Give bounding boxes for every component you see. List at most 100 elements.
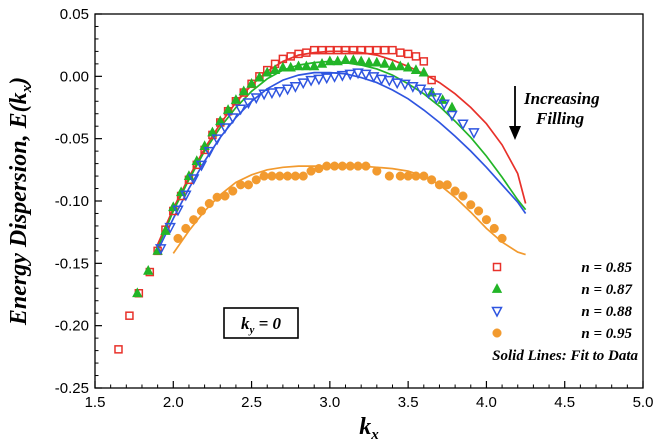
data-point-series-3 (457, 119, 469, 131)
data-point-series-4 (497, 233, 507, 243)
data-point-series-3 (414, 84, 427, 96)
data-point-series-4 (251, 175, 261, 185)
legend-label: n = 0.95 (581, 326, 632, 342)
data-point-series-3 (407, 82, 419, 93)
data-point-series-1 (349, 45, 358, 55)
data-point-series-4 (458, 191, 468, 201)
x-tick-label: 3.5 (398, 394, 419, 411)
filling-arrow-head (509, 126, 521, 140)
legend-marker (492, 262, 502, 272)
data-point-series-4 (450, 186, 460, 196)
data-point-series-1 (341, 45, 350, 55)
x-tick-label: 5.0 (633, 394, 654, 411)
data-point-series-1 (419, 57, 429, 66)
legend-marker (492, 328, 502, 338)
data-point-series-4 (196, 206, 207, 216)
data-point-series-1 (302, 48, 311, 57)
data-point-series-4 (212, 192, 222, 202)
data-point-series-2 (379, 58, 390, 68)
data-point-series-3 (391, 78, 403, 90)
data-point-series-1 (286, 52, 295, 61)
data-point-series-4 (372, 166, 382, 176)
data-point-series-1 (396, 48, 405, 57)
x-tick-label: 4.5 (554, 394, 575, 411)
data-point-series-2 (363, 56, 375, 67)
data-point-series-4 (306, 166, 316, 176)
data-point-series-3 (305, 75, 317, 87)
data-point-series-3 (313, 74, 325, 86)
x-tick-label: 4.0 (476, 394, 497, 411)
data-point-series-2 (395, 60, 406, 71)
data-point-series-4 (489, 223, 499, 233)
x-tick-label: 1.5 (85, 394, 106, 411)
data-point-series-4 (220, 191, 230, 201)
data-point-series-3 (258, 89, 270, 101)
data-point-series-3 (383, 75, 396, 87)
data-point-series-4 (189, 215, 199, 225)
data-point-series-2 (332, 55, 343, 66)
legend-label: n = 0.85 (581, 260, 632, 276)
data-markers (114, 45, 507, 354)
axis-ticks (94, 13, 644, 389)
data-point-series-4 (283, 171, 293, 181)
data-point-series-4 (181, 223, 191, 233)
data-point-series-3 (172, 205, 184, 217)
data-point-series-3 (438, 99, 450, 111)
data-point-series-4 (403, 171, 413, 181)
data-point-series-3 (195, 160, 208, 172)
data-point-series-4 (434, 180, 445, 190)
data-point-series-3 (367, 72, 380, 83)
data-point-series-3 (250, 93, 263, 105)
data-point-series-4 (427, 175, 437, 185)
y-tick-labels: -0.25 -0.20 -0.15 -0.10 -0.05 0.00 0.05 (55, 6, 89, 397)
data-point-series-1 (294, 49, 303, 59)
data-point-series-2 (324, 55, 336, 66)
legend-marker (491, 306, 503, 318)
data-point-series-3 (446, 110, 458, 122)
data-point-series-2 (285, 61, 296, 72)
data-point-series-4 (267, 171, 277, 181)
data-point-series-3 (242, 98, 255, 110)
data-point-series-1 (333, 45, 342, 55)
legend-label: n = 0.88 (581, 304, 632, 320)
data-point-series-4 (474, 206, 484, 216)
data-point-series-3 (328, 72, 341, 83)
x-tick-labels: 1.5 2.0 2.5 3.0 3.5 4.0 4.5 5.0 (85, 394, 654, 411)
data-point-series-1 (364, 45, 374, 55)
data-point-series-4 (228, 186, 238, 196)
data-point-series-4 (236, 180, 246, 190)
data-point-series-3 (227, 113, 239, 125)
annotation-increasing: Increasing (523, 89, 600, 108)
legend: n = 0.85 n = 0.87 n = 0.88 n = 0.95 (491, 260, 632, 342)
data-point-series-3 (297, 78, 309, 90)
data-point-series-3 (320, 73, 333, 85)
data-point-series-4 (411, 171, 421, 181)
data-point-series-3 (344, 69, 356, 81)
data-point-series-4 (298, 171, 308, 181)
y-tick-label: -0.10 (55, 193, 89, 210)
data-point-series-3 (219, 123, 231, 135)
data-point-series-3 (187, 174, 200, 186)
data-point-series-4 (361, 161, 371, 171)
data-point-series-1 (317, 45, 327, 55)
data-point-series-4 (419, 171, 429, 181)
data-point-series-4 (395, 171, 405, 181)
data-point-series-2 (293, 60, 304, 71)
data-point-series-2 (348, 54, 359, 65)
data-point-series-4 (204, 198, 214, 209)
data-point-series-4 (337, 161, 347, 171)
data-point-series-2 (371, 56, 382, 67)
ky-label: ky = 0 (241, 314, 282, 336)
data-point-series-3 (375, 74, 388, 86)
data-point-series-3 (203, 146, 216, 158)
data-point-series-1 (309, 45, 319, 55)
data-point-series-2 (143, 264, 154, 275)
fit-lines (156, 50, 527, 256)
data-point-series-4 (322, 161, 332, 171)
x-tick-label: 2.5 (241, 394, 262, 411)
data-point-series-3 (180, 190, 192, 202)
data-point-series-4 (275, 171, 285, 181)
data-point-series-4 (442, 180, 452, 190)
data-point-series-3 (399, 79, 411, 91)
